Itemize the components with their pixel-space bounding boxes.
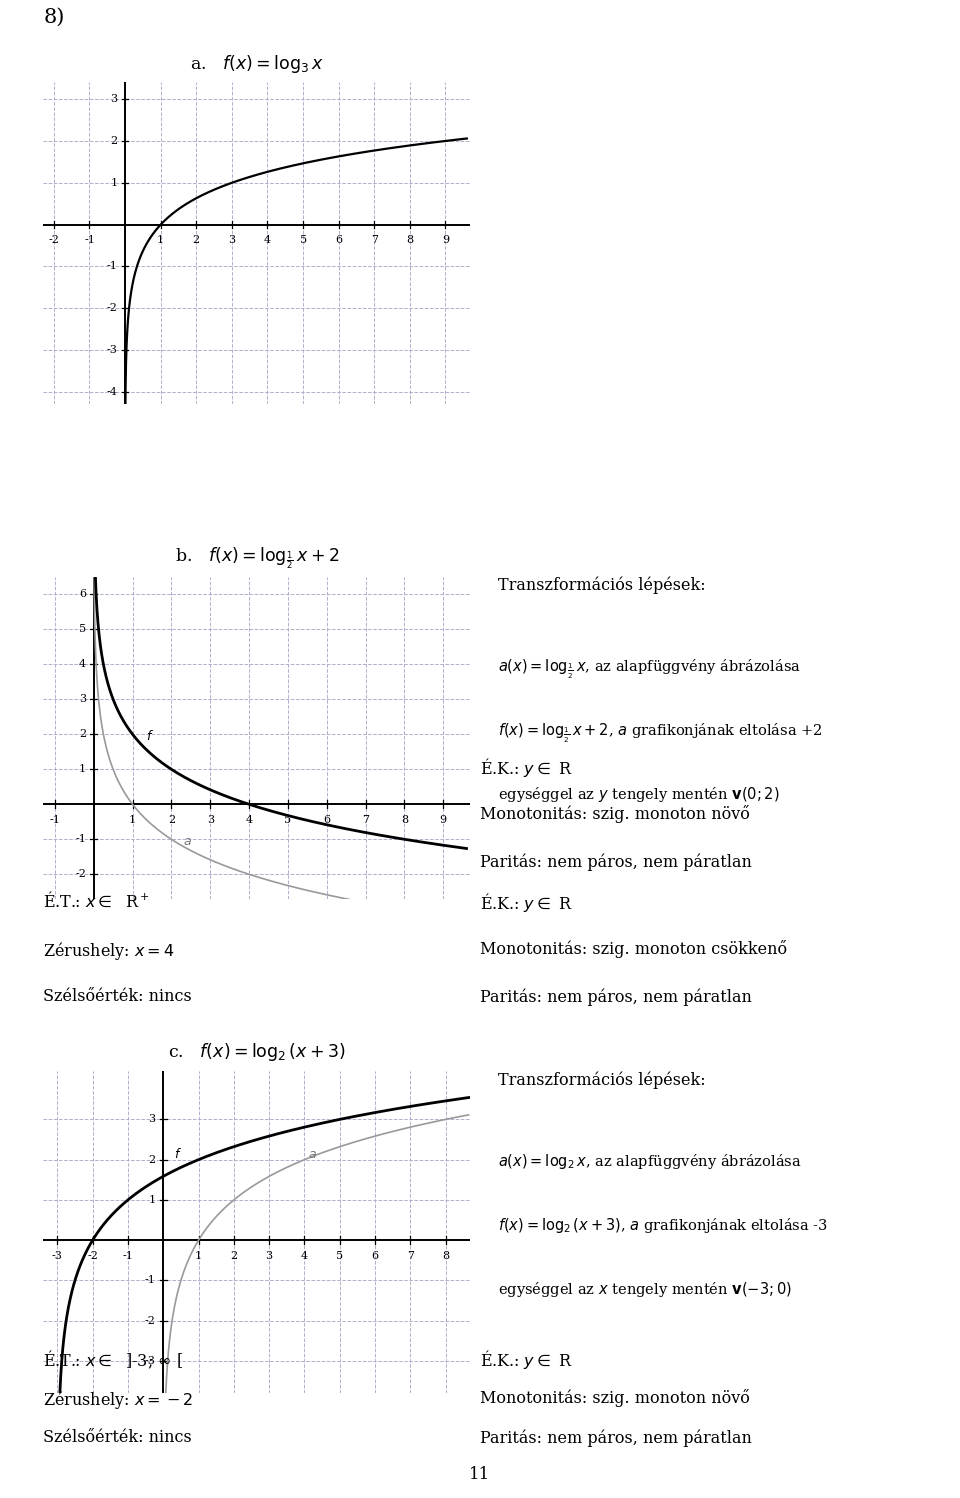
Text: Szélsőérték: nincs: Szélsőérték: nincs <box>43 1429 192 1446</box>
Text: 2: 2 <box>149 1155 156 1164</box>
Text: -3: -3 <box>52 1251 62 1261</box>
Text: -1: -1 <box>84 235 95 246</box>
Text: 6: 6 <box>324 815 330 825</box>
Text: 6: 6 <box>335 235 343 246</box>
Text: 1: 1 <box>157 235 164 246</box>
Text: -1: -1 <box>49 815 60 825</box>
Text: 6: 6 <box>79 589 86 599</box>
Text: $a(x) = \log_{\frac{1}{2}} x$, az alapfüggvény ábrázolása: $a(x) = \log_{\frac{1}{2}} x$, az alapfü… <box>498 658 802 682</box>
Text: 8: 8 <box>406 235 414 246</box>
Text: É.K.: $y \in$ R: É.K.: $y \in$ R <box>480 1348 573 1371</box>
Text: 7: 7 <box>371 235 378 246</box>
Text: 5: 5 <box>79 625 86 634</box>
Text: $f$: $f$ <box>146 728 155 743</box>
Text: 1: 1 <box>110 178 117 187</box>
Text: 6: 6 <box>372 1251 378 1261</box>
Text: É.K.: $y \in$ R: É.K.: $y \in$ R <box>480 891 573 914</box>
Text: 4: 4 <box>300 1251 308 1261</box>
Text: 4: 4 <box>264 235 271 246</box>
Text: egységgel az $y$ tengely mentén $\mathbf{v}(0;2)$: egységgel az $y$ tengely mentén $\mathbf… <box>498 785 780 804</box>
Text: É.T.: $x \in\ $ R$^+$: É.T.: $x \in\ $ R$^+$ <box>43 756 150 776</box>
Text: Paritás: nem páros, nem páratlan: Paritás: nem páros, nem páratlan <box>480 854 752 870</box>
Text: 2: 2 <box>193 235 200 246</box>
Text: -1: -1 <box>123 1251 133 1261</box>
Text: 3: 3 <box>266 1251 273 1261</box>
Text: 2: 2 <box>230 1251 237 1261</box>
Text: b.   $f(x) = \log_{\frac{1}{2}} x + 2$: b. $f(x) = \log_{\frac{1}{2}} x + 2$ <box>175 545 339 571</box>
Text: -1: -1 <box>75 834 86 845</box>
Text: -2: -2 <box>87 1251 98 1261</box>
Text: Zérushely: $x = 1$: Zérushely: $x = 1$ <box>43 804 174 827</box>
Text: Monotonitás: szig. monoton növő: Monotonitás: szig. monoton növő <box>480 1389 750 1407</box>
Text: 8: 8 <box>443 1251 449 1261</box>
Text: 5: 5 <box>300 235 306 246</box>
Text: 4: 4 <box>246 815 252 825</box>
Text: -3: -3 <box>145 1356 156 1366</box>
Text: Paritás: nem páros, nem páratlan: Paritás: nem páros, nem páratlan <box>480 989 752 1005</box>
Text: 4: 4 <box>79 659 86 670</box>
Text: 8): 8) <box>43 7 64 27</box>
Text: -3: -3 <box>107 345 117 355</box>
Text: $f$: $f$ <box>174 1146 181 1161</box>
Text: 1: 1 <box>195 1251 203 1261</box>
Text: 3: 3 <box>206 815 214 825</box>
Text: 7: 7 <box>407 1251 414 1261</box>
Text: 8: 8 <box>401 815 408 825</box>
Text: $a(x) = \log_2 x$, az alapfüggvény ábrázolása: $a(x) = \log_2 x$, az alapfüggvény ábráz… <box>498 1152 802 1171</box>
Text: -1: -1 <box>107 262 117 271</box>
Text: Szélsőérték: nincs: Szélsőérték: nincs <box>43 989 192 1005</box>
Text: 5: 5 <box>284 815 292 825</box>
Text: 3: 3 <box>79 694 86 704</box>
Text: c.   $f(x) = \log_2 (x + 3)$: c. $f(x) = \log_2 (x + 3)$ <box>168 1041 346 1064</box>
Text: 2: 2 <box>168 815 175 825</box>
Text: Zérushely: $x = -2$: Zérushely: $x = -2$ <box>43 1389 194 1411</box>
Text: 3: 3 <box>228 235 235 246</box>
Text: 9: 9 <box>440 815 446 825</box>
Text: Monotonitás: szig. monoton csökkenő: Monotonitás: szig. monoton csökkenő <box>480 939 787 957</box>
Text: $f(x) = \log_{\frac{1}{2}} x + 2$, $a$ grafikonjának eltolása +2: $f(x) = \log_{\frac{1}{2}} x + 2$, $a$ g… <box>498 722 823 745</box>
Text: 3: 3 <box>110 94 117 105</box>
Text: 1: 1 <box>79 764 86 774</box>
Text: a.   $f(x) = \log_3 x$: a. $f(x) = \log_3 x$ <box>190 52 324 75</box>
Text: Transzformációs lépések:: Transzformációs lépések: <box>498 1071 706 1089</box>
Text: 7: 7 <box>362 815 369 825</box>
Text: Monotonitás: szig. monoton növő: Monotonitás: szig. monoton növő <box>480 804 750 822</box>
Text: $a$: $a$ <box>308 1147 317 1161</box>
Text: Szélsőérték: nincs: Szélsőérték: nincs <box>43 854 192 870</box>
Text: -1: -1 <box>145 1275 156 1285</box>
Text: 11: 11 <box>469 1465 491 1483</box>
Text: $f(x) = \log_2 (x + 3)$, $a$ grafikonjának eltolása -3: $f(x) = \log_2 (x + 3)$, $a$ grafikonján… <box>498 1216 828 1234</box>
Text: É.K.: $y \in$ R: É.K.: $y \in$ R <box>480 756 573 779</box>
Text: 5: 5 <box>336 1251 344 1261</box>
Text: É.T.: $x \in\ $ R$^+$: É.T.: $x \in\ $ R$^+$ <box>43 891 150 911</box>
Text: 2: 2 <box>110 136 117 145</box>
Text: egységgel az $x$ tengely mentén $\mathbf{v}(-3;0)$: egységgel az $x$ tengely mentén $\mathbf… <box>498 1279 792 1299</box>
Text: 9: 9 <box>442 235 449 246</box>
Text: -2: -2 <box>75 869 86 879</box>
Text: É.T.: $x \in\ $ ]-3; $\infty$ [: É.T.: $x \in\ $ ]-3; $\infty$ [ <box>43 1348 183 1371</box>
Text: -2: -2 <box>107 303 117 313</box>
Text: Transzformációs lépések:: Transzformációs lépések: <box>498 577 706 595</box>
Text: 1: 1 <box>149 1195 156 1204</box>
Text: -4: -4 <box>107 386 117 397</box>
Text: Zérushely: $x = 4$: Zérushely: $x = 4$ <box>43 939 175 962</box>
Text: Paritás: nem páros, nem páratlan: Paritás: nem páros, nem páratlan <box>480 1429 752 1447</box>
Text: -2: -2 <box>145 1315 156 1326</box>
Text: 1: 1 <box>129 815 136 825</box>
Text: 3: 3 <box>149 1115 156 1125</box>
Text: $a$: $a$ <box>183 834 192 848</box>
Text: -2: -2 <box>48 235 60 246</box>
Text: 2: 2 <box>79 730 86 740</box>
